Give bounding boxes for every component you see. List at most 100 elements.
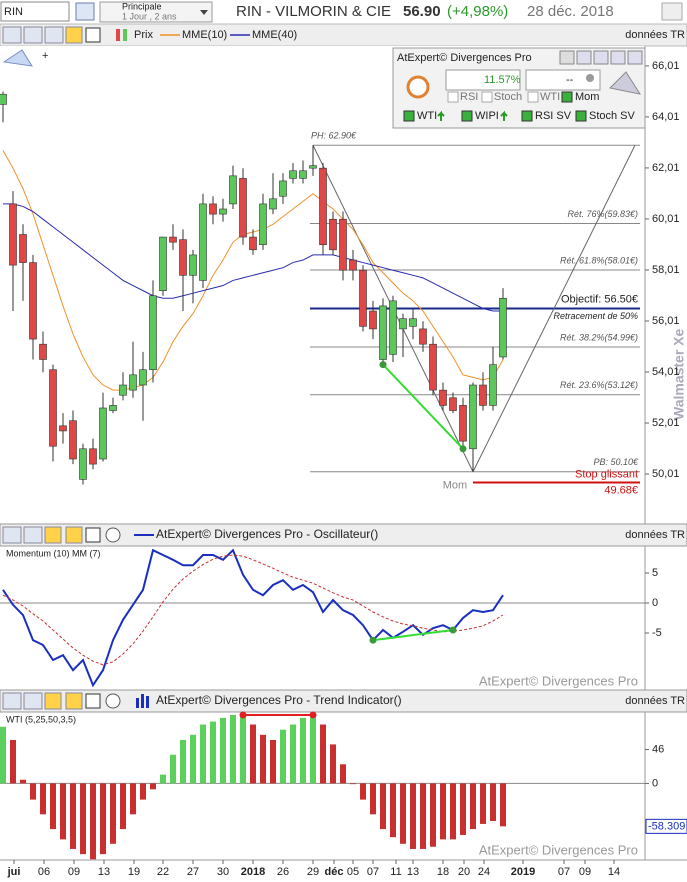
change: (+4,98%)	[447, 3, 508, 20]
bar	[190, 734, 196, 784]
checkbox[interactable]	[461, 110, 473, 122]
bar	[440, 783, 446, 840]
line	[2, 548, 504, 688]
view: Principale	[122, 1, 162, 11]
tool-icon[interactable]	[44, 526, 62, 544]
checkbox[interactable]	[527, 91, 539, 103]
candle-body	[119, 384, 127, 396]
book-icon[interactable]	[75, 2, 95, 21]
toolbar	[0, 23, 687, 47]
bar	[90, 783, 96, 860]
candle-body	[379, 305, 387, 360]
box-button[interactable]	[593, 50, 609, 65]
tool-icon[interactable]	[23, 692, 43, 710]
y-tick-label: 56,01	[652, 315, 680, 327]
feed: données TR	[625, 529, 685, 541]
level-label: Rét. 38.2%(54.99€)	[560, 332, 638, 342]
tool-icon[interactable]	[2, 26, 22, 44]
box-title: AtExpert© Divergences Pro	[397, 52, 532, 64]
bar	[310, 714, 316, 784]
checkbox[interactable]	[403, 110, 415, 122]
tool-icon[interactable]	[65, 26, 83, 44]
symbol-box[interactable]	[0, 1, 70, 22]
line	[2, 554, 504, 666]
bar	[160, 774, 166, 784]
bar	[200, 724, 206, 784]
tool-icon[interactable]	[65, 692, 83, 710]
candle-body	[179, 239, 187, 276]
score-box	[445, 69, 521, 91]
level-label: Rét. 76%(59.83€)	[567, 209, 638, 219]
candle-body	[389, 300, 397, 355]
tool-icon[interactable]	[44, 692, 62, 710]
close-icon[interactable]	[105, 693, 121, 709]
bar	[130, 783, 136, 815]
box-button[interactable]	[576, 50, 592, 65]
bar	[480, 783, 486, 824]
candle-body	[129, 374, 137, 391]
legend-ema10: MME(10)	[182, 29, 227, 41]
y-tick-label: 0	[652, 597, 658, 609]
x-tick-label: 2018	[241, 866, 265, 878]
x-tick-label: 20	[458, 866, 470, 878]
panel-title: AtExpert© Divergences Pro - Trend Indica…	[156, 693, 402, 707]
tool-icon[interactable]	[23, 26, 43, 44]
tool-icon[interactable]	[85, 27, 101, 43]
candle-body	[229, 175, 237, 205]
tool-icon[interactable]	[85, 693, 101, 709]
bar	[270, 739, 276, 784]
y-tick-label: 62,01	[652, 162, 680, 174]
checkbox[interactable]	[481, 91, 493, 103]
level-label: Rét. 23.6%(53.12€)	[560, 380, 638, 390]
scroll-button[interactable]	[661, 2, 683, 21]
bar	[170, 754, 176, 784]
y-tick-label: 0	[652, 777, 658, 789]
signal: Stoch SV	[589, 110, 636, 122]
tool-icon[interactable]	[23, 526, 43, 544]
bar	[290, 724, 296, 784]
candle-body	[459, 405, 467, 442]
candle-body	[249, 236, 257, 251]
tool-icon[interactable]	[2, 526, 22, 544]
tool-icon[interactable]	[85, 527, 101, 543]
x-tick-label: 07	[558, 866, 570, 878]
price: 56.90	[403, 3, 441, 20]
tool-icon[interactable]	[2, 692, 22, 710]
bar	[460, 783, 466, 835]
divergence-dot	[239, 711, 247, 719]
checkbox[interactable]	[561, 91, 573, 103]
tool-icon[interactable]	[65, 526, 83, 544]
filter: Stoch	[494, 91, 522, 103]
box-button[interactable]	[610, 50, 626, 65]
candle-body	[319, 167, 327, 246]
tool-icon[interactable]	[44, 26, 64, 44]
candle-body	[29, 262, 37, 340]
checkbox[interactable]	[521, 110, 533, 122]
add-icon: +	[42, 50, 48, 62]
line	[3, 203, 503, 312]
box-button[interactable]	[627, 50, 643, 65]
x-tick-label: 2019	[511, 866, 535, 878]
filter: WTI	[540, 91, 560, 103]
candle-body	[359, 269, 367, 327]
x-tick-label: 09	[68, 866, 80, 878]
signal: WIPI	[475, 110, 499, 122]
checkbox[interactable]	[575, 110, 587, 122]
candle-body	[449, 397, 457, 411]
y-tick-label: -5	[652, 627, 662, 639]
level-value-label: 49.68€	[604, 484, 638, 496]
status-dot	[586, 74, 594, 82]
box-button[interactable]	[559, 50, 575, 65]
bar	[490, 783, 496, 821]
candle-body	[109, 405, 117, 411]
x-tick-label: 30	[217, 866, 229, 878]
feed: données TR	[625, 29, 685, 41]
candle-icon	[116, 29, 120, 41]
x-tick-label: 29	[307, 866, 319, 878]
x-tick-label: jui	[7, 866, 21, 878]
candle-body	[149, 295, 157, 371]
draw-tool[interactable]	[2, 49, 33, 67]
close-icon[interactable]	[105, 527, 121, 543]
checkbox[interactable]	[447, 91, 459, 103]
view-dropdown[interactable]	[99, 1, 213, 23]
